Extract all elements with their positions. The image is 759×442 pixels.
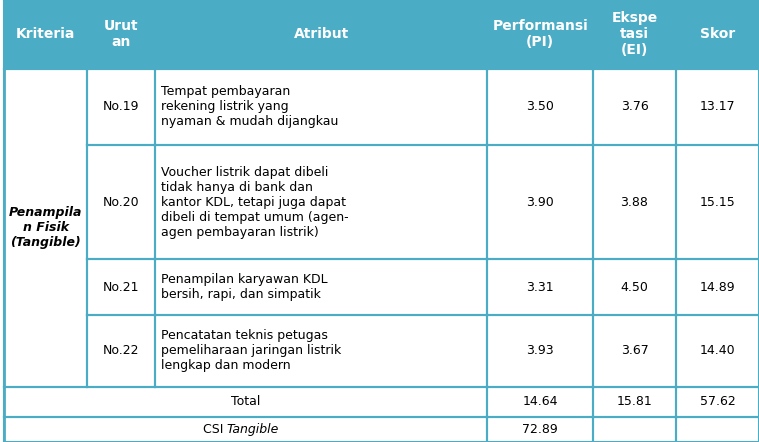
Bar [5,69,87,387]
Text: CSI: CSI [203,423,227,436]
Bar [487,259,593,315]
Text: 3.90: 3.90 [526,196,554,209]
Text: Voucher listrik dapat dibeli
tidak hanya di bank dan
kantor KDL, tetapi juga dap: Voucher listrik dapat dibeli tidak hanya… [162,166,349,239]
Bar [593,69,676,145]
Text: Tempat pembayaran
rekening listrik yang
nyaman & mudah dijangkau: Tempat pembayaran rekening listrik yang … [162,85,339,128]
Text: 57.62: 57.62 [700,395,735,408]
Text: 4.50: 4.50 [621,281,648,293]
Bar [87,69,156,145]
Bar [156,315,487,387]
Bar [487,315,593,387]
Bar [593,259,676,315]
Bar [487,416,593,442]
Text: Pencatatan teknis petugas
pemeliharaan jaringan listrik
lengkap dan modern: Pencatatan teknis petugas pemeliharaan j… [162,329,342,372]
Bar [487,145,593,259]
Bar [5,387,487,416]
Bar [487,69,593,145]
Text: 3.67: 3.67 [621,344,648,357]
Text: 3.93: 3.93 [526,344,554,357]
Text: 3.31: 3.31 [526,281,554,293]
Bar [676,0,759,69]
Bar [487,0,593,69]
Bar [593,315,676,387]
Bar [487,387,593,416]
Bar [593,416,676,442]
Bar [87,145,156,259]
Bar [676,69,759,145]
Text: 13.17: 13.17 [700,100,735,113]
Text: Penampila
n Fisik
(Tangible): Penampila n Fisik (Tangible) [9,206,83,249]
Bar [5,0,87,69]
Bar [156,69,487,145]
Bar [676,259,759,315]
Text: Ekspe
tasi
(EI): Ekspe tasi (EI) [611,11,657,57]
Bar [676,145,759,259]
Bar [593,387,676,416]
Text: 3.88: 3.88 [621,196,648,209]
Text: 14.89: 14.89 [700,281,735,293]
Bar [87,0,156,69]
Bar [87,315,156,387]
Text: 14.64: 14.64 [522,395,558,408]
Bar [676,387,759,416]
Text: 3.76: 3.76 [621,100,648,113]
Bar [87,259,156,315]
Text: 15.81: 15.81 [616,395,652,408]
Text: No.21: No.21 [103,281,140,293]
Text: 3.50: 3.50 [526,100,554,113]
Bar [156,259,487,315]
Text: No.22: No.22 [103,344,140,357]
Bar [5,416,487,442]
Text: No.20: No.20 [103,196,140,209]
Bar [156,0,487,69]
Text: Atribut: Atribut [294,27,349,41]
Text: Tangible: Tangible [227,423,279,436]
Bar [593,145,676,259]
Bar [676,416,759,442]
Text: 15.15: 15.15 [700,196,735,209]
Bar [156,145,487,259]
Text: Urut
an: Urut an [104,19,139,50]
Text: Penampilan karyawan KDL
bersih, rapi, dan simpatik: Penampilan karyawan KDL bersih, rapi, da… [162,273,328,301]
Bar [676,315,759,387]
Text: 72.89: 72.89 [522,423,558,436]
Text: Skor: Skor [700,27,735,41]
Bar [593,0,676,69]
Text: Kriteria: Kriteria [16,27,76,41]
Text: Total: Total [231,395,260,408]
Text: Performansi
(PI): Performansi (PI) [493,19,588,50]
Text: No.19: No.19 [103,100,140,113]
Text: 14.40: 14.40 [700,344,735,357]
